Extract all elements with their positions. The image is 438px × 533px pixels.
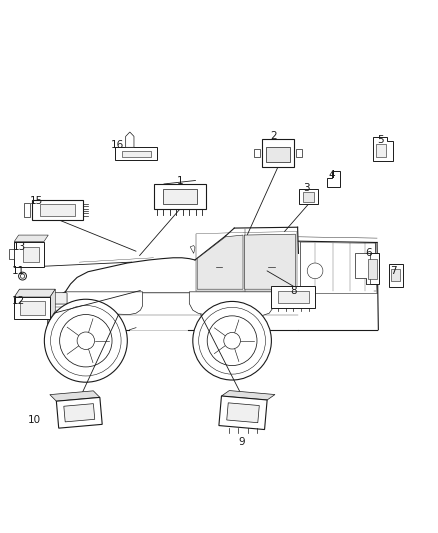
- Circle shape: [307, 263, 323, 279]
- Polygon shape: [121, 151, 151, 157]
- Text: 2: 2: [270, 131, 277, 141]
- Text: 7: 7: [390, 266, 397, 276]
- Polygon shape: [14, 241, 44, 267]
- Text: 4: 4: [328, 170, 335, 180]
- Polygon shape: [50, 289, 55, 319]
- Text: 6: 6: [365, 248, 371, 259]
- Circle shape: [18, 272, 26, 280]
- Circle shape: [20, 274, 25, 278]
- Polygon shape: [376, 144, 386, 157]
- Polygon shape: [266, 147, 290, 162]
- Polygon shape: [254, 149, 260, 157]
- Polygon shape: [189, 292, 274, 316]
- Polygon shape: [153, 184, 206, 209]
- Text: 11: 11: [11, 266, 25, 276]
- Polygon shape: [162, 189, 197, 204]
- Polygon shape: [373, 136, 392, 160]
- Circle shape: [44, 299, 127, 382]
- Polygon shape: [278, 291, 308, 303]
- Polygon shape: [197, 235, 243, 289]
- Polygon shape: [190, 246, 195, 253]
- Polygon shape: [115, 147, 157, 160]
- Polygon shape: [14, 297, 50, 319]
- Polygon shape: [356, 253, 370, 284]
- Circle shape: [224, 333, 240, 349]
- Polygon shape: [296, 149, 302, 157]
- Polygon shape: [57, 398, 102, 428]
- Text: 1: 1: [177, 176, 183, 187]
- Circle shape: [77, 332, 95, 350]
- Text: 8: 8: [290, 286, 297, 295]
- Circle shape: [199, 308, 265, 374]
- Polygon shape: [303, 192, 314, 201]
- Polygon shape: [14, 289, 55, 297]
- Polygon shape: [40, 204, 75, 216]
- Polygon shape: [219, 396, 267, 430]
- Circle shape: [50, 305, 121, 376]
- Polygon shape: [65, 292, 143, 314]
- Polygon shape: [9, 249, 14, 260]
- Polygon shape: [244, 234, 295, 289]
- Polygon shape: [327, 171, 340, 188]
- Polygon shape: [126, 132, 134, 147]
- Polygon shape: [23, 247, 39, 262]
- Text: 10: 10: [28, 415, 41, 425]
- Text: 9: 9: [239, 437, 245, 447]
- Text: 12: 12: [11, 296, 25, 306]
- Polygon shape: [299, 189, 318, 204]
- Text: 3: 3: [303, 183, 310, 193]
- Circle shape: [207, 316, 257, 366]
- Polygon shape: [14, 235, 48, 241]
- Polygon shape: [391, 269, 400, 281]
- Circle shape: [193, 302, 272, 380]
- Text: 5: 5: [377, 135, 384, 145]
- Text: 15: 15: [30, 196, 43, 206]
- Polygon shape: [366, 253, 379, 284]
- Polygon shape: [24, 203, 30, 216]
- FancyBboxPatch shape: [48, 293, 67, 304]
- Circle shape: [60, 314, 112, 367]
- Polygon shape: [272, 286, 315, 308]
- Polygon shape: [389, 264, 403, 287]
- Polygon shape: [261, 139, 294, 167]
- Polygon shape: [20, 302, 45, 314]
- Polygon shape: [368, 259, 377, 279]
- Text: 16: 16: [111, 140, 124, 150]
- Text: 13: 13: [12, 242, 26, 252]
- Polygon shape: [227, 403, 259, 423]
- Polygon shape: [64, 403, 95, 422]
- Polygon shape: [222, 391, 275, 400]
- Polygon shape: [32, 200, 82, 220]
- Polygon shape: [50, 391, 100, 401]
